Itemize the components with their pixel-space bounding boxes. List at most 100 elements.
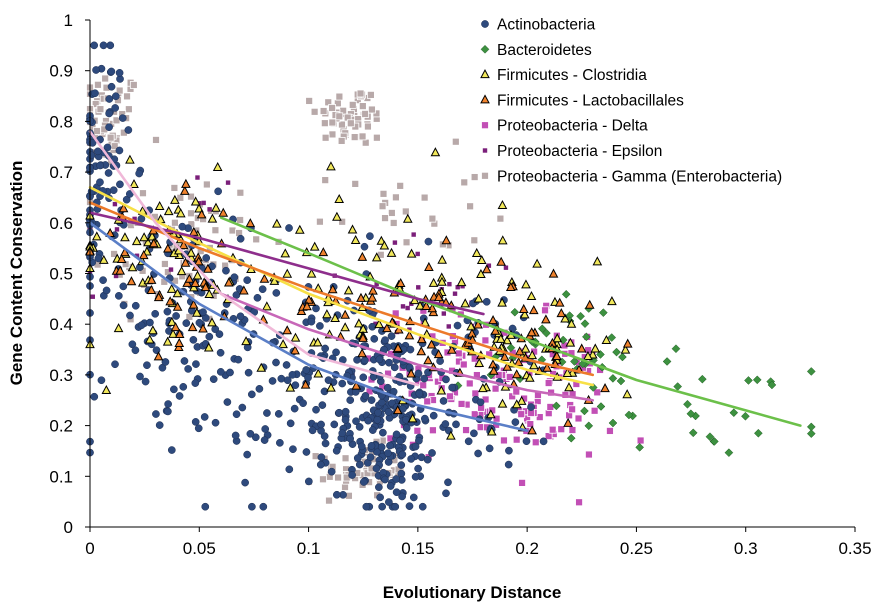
data-point: [196, 209, 207, 219]
data-point: [137, 214, 146, 223]
data-point: [426, 339, 437, 349]
data-point: [481, 264, 492, 274]
data-point: [671, 344, 681, 354]
data-point: [568, 405, 577, 414]
data-point: [397, 461, 406, 469]
data-point: [222, 266, 230, 275]
data-point: [411, 442, 420, 451]
data-point: [476, 423, 485, 432]
data-point: [335, 92, 344, 101]
data-point: [239, 285, 249, 295]
data-point: [172, 312, 180, 320]
data-point: [473, 319, 483, 329]
trend-line: [88, 130, 420, 387]
data-point: [415, 251, 420, 257]
data-point: [374, 408, 382, 417]
data-point: [496, 333, 506, 343]
data-point: [566, 318, 577, 328]
data-point: [312, 337, 323, 347]
data-point: [97, 376, 106, 385]
x-tick-label: 0.15: [401, 539, 434, 558]
data-point: [576, 311, 585, 321]
data-point: [444, 478, 452, 487]
data-point: [381, 336, 389, 344]
data-point: [241, 336, 251, 346]
data-point: [113, 323, 124, 333]
data-point: [347, 224, 358, 234]
data-point: [131, 301, 140, 310]
data-point: [608, 418, 618, 428]
data-point: [112, 201, 118, 207]
data-point: [258, 285, 267, 294]
data-point: [441, 311, 447, 316]
legend-marker: [480, 44, 490, 54]
data-point: [259, 502, 268, 511]
data-point: [209, 375, 218, 384]
data-point: [428, 214, 437, 223]
data-point: [414, 369, 423, 378]
data-point: [228, 226, 237, 235]
data-point: [190, 277, 201, 288]
data-point: [341, 416, 350, 424]
data-point: [165, 296, 176, 306]
data-point: [351, 380, 362, 390]
data-point: [316, 460, 325, 469]
data-point: [338, 217, 347, 226]
data-point: [358, 102, 367, 111]
data-point: [141, 377, 150, 386]
data-point: [367, 396, 376, 404]
data-point: [216, 348, 225, 357]
data-point: [429, 426, 437, 435]
data-point: [372, 133, 381, 142]
data-point: [200, 413, 209, 421]
data-point: [340, 309, 350, 319]
data-point: [474, 449, 482, 458]
data-point: [116, 253, 127, 264]
data-point: [202, 254, 211, 262]
data-point: [462, 426, 470, 434]
data-point: [557, 425, 566, 434]
data-point: [187, 322, 198, 332]
data-point: [590, 406, 599, 415]
data-point: [413, 426, 422, 435]
data-point: [326, 161, 336, 171]
data-point: [115, 265, 126, 275]
legend-marker: [482, 148, 488, 153]
x-tick-label: 0.2: [515, 539, 539, 558]
data-point: [126, 276, 137, 286]
data-point: [396, 436, 404, 445]
data-point: [516, 395, 527, 405]
data-point: [378, 202, 387, 211]
data-point: [282, 268, 293, 278]
data-point: [373, 415, 382, 424]
data-point: [170, 194, 180, 204]
data-point: [616, 376, 626, 386]
data-point: [204, 288, 215, 298]
data-point: [470, 173, 479, 181]
data-point: [488, 315, 498, 325]
data-point: [262, 301, 272, 311]
data-point: [203, 263, 213, 273]
data-point: [285, 224, 293, 232]
data-point: [744, 376, 753, 385]
data-point: [114, 227, 120, 232]
data-point: [338, 379, 347, 388]
data-point: [299, 399, 307, 408]
data-point: [441, 235, 452, 245]
data-point: [519, 309, 530, 319]
data-point: [325, 496, 333, 505]
legend-label: Bacteroidetes: [497, 42, 592, 59]
data-point: [415, 300, 425, 310]
data-point: [457, 400, 466, 408]
data-point: [446, 392, 454, 401]
data-point: [201, 502, 210, 511]
data-point: [806, 429, 816, 438]
data-point: [362, 502, 371, 511]
data-point: [563, 417, 573, 427]
data-point: [193, 256, 204, 266]
data-point: [338, 429, 347, 438]
x-tick-label: 0.05: [183, 539, 216, 558]
data-point: [107, 67, 116, 76]
data-point: [424, 261, 434, 271]
data-point: [353, 356, 361, 364]
